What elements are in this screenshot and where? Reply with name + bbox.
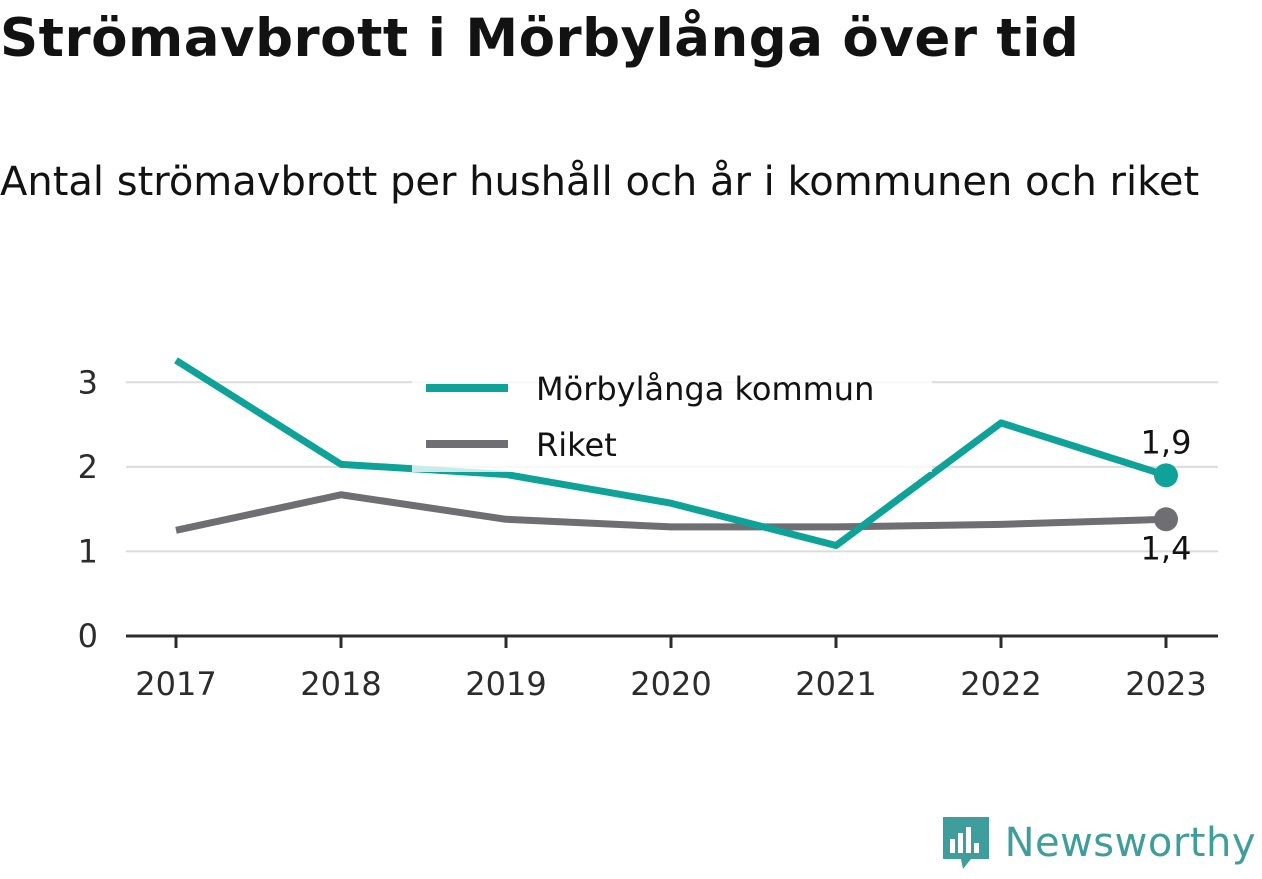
y-tick-label: 2 [78, 448, 98, 486]
brand-name: Newsworthy [1004, 820, 1256, 866]
series-lines [174, 357, 1178, 550]
data-labels: 1,9 1,4 [1141, 423, 1192, 567]
end-value-label: 1,4 [1141, 529, 1192, 567]
series-line-mörbylånga-kommun [174, 357, 1168, 550]
legend: Mörbylånga kommun Riket [412, 360, 932, 472]
y-tick-label: 0 [78, 617, 98, 655]
series-end-point [1154, 507, 1178, 532]
legend-label: Riket [536, 426, 617, 464]
x-tick-label: 2023 [1125, 665, 1206, 703]
legend-label: Mörbylånga kommun [536, 370, 874, 408]
y-tick-label: 1 [78, 532, 98, 570]
x-tick-label: 2022 [960, 665, 1041, 703]
end-value-label: 1,9 [1141, 423, 1192, 461]
axes: 0 1 2 3 2017 2018 2019 2020 2021 2022 2023 [78, 363, 1218, 703]
newsworthy-chart-badge-icon [942, 817, 989, 869]
x-tick-label: 2021 [795, 665, 876, 703]
series-line-riket [175, 491, 1167, 534]
x-tick-label: 2018 [300, 665, 381, 703]
x-tick-label: 2020 [630, 665, 711, 703]
series-end-point [1154, 463, 1178, 488]
chart-title: Strömavbrott i Mörbylånga över tid [0, 8, 1080, 69]
x-tick-label: 2017 [135, 665, 216, 703]
chart-subtitle: Antal strömavbrott per hushåll och år i … [0, 159, 1200, 205]
y-tick-label: 3 [78, 363, 98, 401]
legend-background [412, 360, 932, 472]
x-tick-label: 2019 [465, 665, 546, 703]
newsworthy-brand: Newsworthy [941, 815, 1256, 871]
